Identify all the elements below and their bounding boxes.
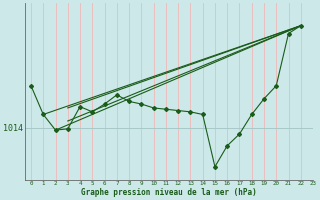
X-axis label: Graphe pression niveau de la mer (hPa): Graphe pression niveau de la mer (hPa)	[81, 188, 257, 197]
